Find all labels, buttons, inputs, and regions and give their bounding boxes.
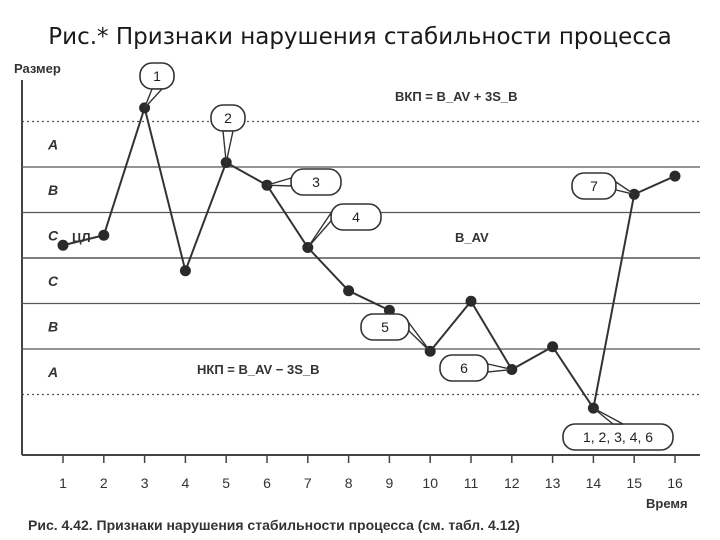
callout-pointer bbox=[143, 88, 164, 109]
x-tick-label: 13 bbox=[545, 475, 561, 491]
x-ticks: 1 2 3 4 5 6 7 8 9 10 11 12 13 14 15 16 bbox=[59, 455, 683, 491]
callouts: 1 2 3 4 5 6 7 1, 2, 3, 4, 6 bbox=[139, 62, 674, 451]
zone-label: C bbox=[48, 273, 59, 289]
callout-label: 3 bbox=[312, 174, 320, 190]
zone-label: A bbox=[47, 364, 58, 380]
data-point bbox=[343, 285, 355, 297]
x-tick-label: 15 bbox=[626, 475, 642, 491]
callout-pointer bbox=[307, 210, 332, 248]
x-tick-label: 2 bbox=[100, 475, 108, 491]
slide-title: Рис.* Признаки нарушения стабильности пр… bbox=[48, 24, 672, 50]
center-right-label: B_AV bbox=[455, 230, 489, 245]
x-tick-label: 7 bbox=[304, 475, 312, 491]
data-point bbox=[465, 295, 477, 307]
zone-label: A bbox=[47, 136, 58, 152]
callout-label: 6 bbox=[460, 360, 468, 376]
x-tick-label: 12 bbox=[504, 475, 520, 491]
x-tick-label: 11 bbox=[464, 475, 479, 491]
data-point bbox=[57, 239, 69, 251]
callout-label: 2 bbox=[224, 110, 232, 126]
callout-label: 7 bbox=[590, 178, 598, 194]
data-point bbox=[98, 229, 110, 241]
callout-pointer bbox=[592, 407, 624, 425]
x-tick-label: 4 bbox=[182, 475, 190, 491]
callout-label: 1, 2, 3, 4, 6 bbox=[583, 429, 653, 445]
data-point bbox=[547, 341, 559, 353]
callout-pointer bbox=[266, 177, 292, 187]
lcl-label: НКП = B_AV − 3S_B bbox=[197, 362, 320, 377]
figure-caption: Рис. 4.42. Признаки нарушения стабильнос… bbox=[28, 517, 520, 533]
x-tick-label: 1 bbox=[59, 475, 67, 491]
zone-labels: A B C C B A bbox=[47, 136, 59, 380]
x-axis-label: Время bbox=[646, 496, 688, 511]
x-tick-label: 9 bbox=[386, 475, 394, 491]
series-line bbox=[62, 104, 676, 411]
data-point bbox=[669, 170, 681, 182]
zone-label: B bbox=[48, 182, 58, 198]
callout-pointer bbox=[222, 130, 234, 163]
zone-label: B bbox=[48, 318, 58, 334]
callout-label: 4 bbox=[352, 209, 360, 225]
callout-label: 5 bbox=[381, 319, 389, 335]
callout-pointer bbox=[615, 180, 635, 195]
x-tick-label: 6 bbox=[263, 475, 271, 491]
x-tick-label: 3 bbox=[141, 475, 149, 491]
callout-label: 1 bbox=[153, 68, 161, 84]
zone-lines bbox=[22, 120, 700, 396]
y-axis-label: Размер bbox=[14, 61, 61, 76]
callout-pointer bbox=[487, 363, 512, 373]
ucl-label: ВКП = B_AV + 3S_B bbox=[395, 89, 518, 104]
chart-frame bbox=[21, 80, 700, 456]
x-tick-label: 10 bbox=[422, 475, 438, 491]
data-point bbox=[179, 265, 191, 277]
callout-pointer bbox=[408, 320, 431, 352]
x-tick-label: 16 bbox=[667, 475, 683, 491]
zone-label: C bbox=[48, 227, 59, 243]
x-tick-label: 5 bbox=[222, 475, 230, 491]
x-tick-label: 14 bbox=[586, 475, 602, 491]
x-tick-label: 8 bbox=[345, 475, 353, 491]
data-point bbox=[383, 304, 395, 316]
